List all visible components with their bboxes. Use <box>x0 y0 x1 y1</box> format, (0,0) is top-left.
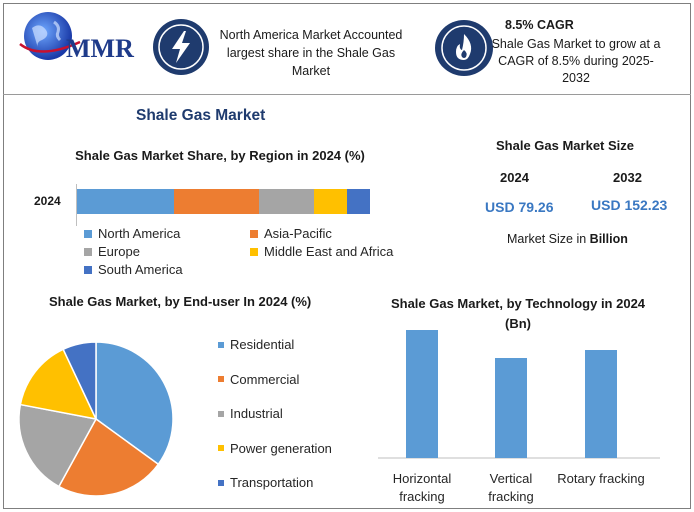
market-size-note-unit: Billion <box>589 232 628 246</box>
legend-label: Residential <box>230 337 295 352</box>
legend-transportation: Transportation <box>218 475 313 490</box>
brand-name: MMR <box>66 34 134 63</box>
legend-europe: Europe <box>84 244 140 259</box>
region-bar-north-america <box>77 189 174 214</box>
infographic-frame <box>3 3 691 509</box>
market-size-note-prefix: Market Size in <box>507 232 590 246</box>
legend-residential: Residential <box>218 337 294 352</box>
legend-label: Asia-Pacific <box>264 226 332 241</box>
legend-label: Commercial <box>230 371 300 387</box>
legend-swatch <box>218 445 224 451</box>
bar-rotary-fracking <box>585 350 617 458</box>
pie-slice-transportation <box>62 341 97 420</box>
legend-power-generation: Power generation <box>218 441 332 456</box>
info1-circle <box>153 19 209 75</box>
legend-label: Industrial <box>230 406 283 421</box>
legend-swatch <box>84 265 92 274</box>
pie-slice-power-generation <box>19 348 98 421</box>
technology-chart-title: Shale Gas Market, by Technology in 2024 … <box>390 296 646 331</box>
market-size-value1: USD 79.26 <box>485 199 554 215</box>
info2-circle <box>435 20 493 76</box>
legend-swatch <box>84 229 92 238</box>
legend-commercial: Commercial <box>218 372 299 387</box>
region-bar-europe <box>258 189 315 214</box>
legend-label: North America <box>98 226 181 241</box>
region-bar-middle-east-and-africa <box>314 189 347 214</box>
region-chart-title: Shale Gas Market Share, by Region in 202… <box>75 148 365 163</box>
enduser-chart-title: Shale Gas Market, by End-user In 2024 (%… <box>49 294 312 309</box>
market-size-value2: USD 152.23 <box>591 197 668 213</box>
market-size-note: Market Size in Billion <box>507 232 628 246</box>
main-title: Shale Gas Market <box>136 107 266 124</box>
region-bar-south-america <box>346 189 370 214</box>
region-bar-asia-pacific <box>173 189 259 214</box>
bar-horizontal-fracking <box>406 330 438 458</box>
logo: MMR <box>10 10 140 66</box>
tick-label-rotary-fracking: Rotary fracking <box>557 471 645 486</box>
market-size-year2: 2032 <box>613 170 642 185</box>
legend-swatch <box>218 341 224 348</box>
region-stacked-bar <box>77 189 370 214</box>
legend-north-america: North America <box>84 226 180 241</box>
enduser-pie-chart <box>18 341 174 497</box>
legend-swatch <box>218 410 224 417</box>
tick-label-horizontal-fracking: Horizontal fracking <box>392 471 452 504</box>
legend-swatch <box>250 229 258 238</box>
bar-vertical-fracking <box>495 358 527 458</box>
info2-text: Shale Gas Market to grow at a CAGR of 8.… <box>491 37 661 85</box>
legend-label: Middle East and Africa <box>264 244 394 259</box>
legend-swatch <box>218 479 224 486</box>
pie-slice-residential <box>95 341 174 466</box>
pie-slice-commercial <box>57 417 160 497</box>
tick-label-vertical-fracking: Vertical fracking <box>488 471 534 504</box>
info2-title: 8.5% CAGR <box>505 18 574 32</box>
region-category-label: 2024 <box>34 194 61 208</box>
flame-icon <box>441 25 487 71</box>
legend-swatch <box>250 247 258 256</box>
legend-swatch <box>218 376 224 382</box>
legend-label: Power generation <box>230 440 332 456</box>
legend-industrial: Industrial <box>218 406 283 421</box>
legend-middle-east-and-africa: Middle East and Africa <box>250 244 393 259</box>
lightning-icon <box>158 24 204 70</box>
legend-label: Transportation <box>230 475 314 490</box>
region-axis <box>76 184 77 226</box>
globe-icon <box>19 12 81 60</box>
header-divider <box>3 94 691 95</box>
legend-label: South America <box>98 262 183 277</box>
legend-south-america: South America <box>84 262 183 277</box>
legend-swatch <box>84 247 92 256</box>
legend-label: Europe <box>98 244 140 259</box>
market-size-title: Shale Gas Market Size <box>496 138 635 153</box>
technology-column-chart <box>378 330 660 459</box>
market-size-year1: 2024 <box>500 170 529 185</box>
pie-slice-industrial <box>18 403 98 488</box>
legend-asia-pacific: Asia-Pacific <box>250 226 332 241</box>
info1-text: North America Market Accounted largest s… <box>219 28 403 78</box>
